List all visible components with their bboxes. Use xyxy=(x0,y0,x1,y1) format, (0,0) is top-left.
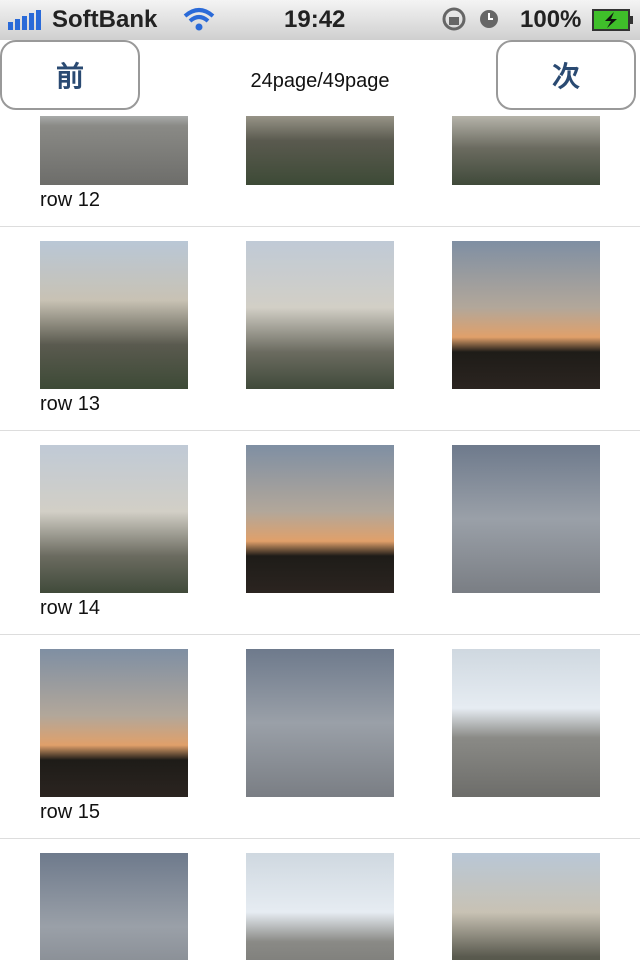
carrier: SoftBank xyxy=(52,6,158,33)
photo-thumb[interactable] xyxy=(452,116,600,185)
photo-thumb[interactable] xyxy=(452,853,600,960)
status-bar: SoftBank 19:42 100% xyxy=(0,0,640,41)
photo-row: row 15 xyxy=(0,634,640,839)
row-label: row 14 xyxy=(40,597,101,619)
next-button[interactable]: 次 xyxy=(496,40,636,110)
photo-list: row 12 row 13 row 14 row 15 xyxy=(0,116,640,960)
clock: 19:42 xyxy=(284,6,346,33)
photo-thumb[interactable] xyxy=(246,116,394,185)
photo-thumb[interactable] xyxy=(452,445,600,593)
battery-percent: 100% xyxy=(520,6,582,33)
row-label: row 15 xyxy=(40,801,101,823)
photo-thumb[interactable] xyxy=(40,649,188,797)
photo-row xyxy=(0,838,640,960)
photo-thumb[interactable] xyxy=(40,445,188,593)
page-indicator: 24page/49page xyxy=(250,70,390,92)
photo-thumb[interactable] xyxy=(452,241,600,389)
photo-row: row 12 xyxy=(0,116,640,227)
wifi-icon xyxy=(183,8,215,31)
nav-bar: 前 24page/49page 次 xyxy=(0,40,640,116)
photo-thumb[interactable] xyxy=(452,649,600,797)
lock-alarm-icons xyxy=(442,7,498,31)
photo-row: row 14 xyxy=(0,430,640,635)
photo-thumb[interactable] xyxy=(40,116,188,185)
battery-icon xyxy=(592,9,633,31)
photo-thumb[interactable] xyxy=(246,853,394,960)
signal-icon xyxy=(8,10,41,30)
photo-thumb[interactable] xyxy=(246,241,394,389)
row-label: row 12 xyxy=(40,189,101,211)
photo-row: row 13 xyxy=(0,226,640,431)
photo-thumb[interactable] xyxy=(246,445,394,593)
photo-thumb[interactable] xyxy=(40,241,188,389)
row-label: row 13 xyxy=(40,393,101,415)
prev-button[interactable]: 前 xyxy=(0,40,140,110)
photo-thumb[interactable] xyxy=(40,853,188,960)
photo-thumb[interactable] xyxy=(246,649,394,797)
